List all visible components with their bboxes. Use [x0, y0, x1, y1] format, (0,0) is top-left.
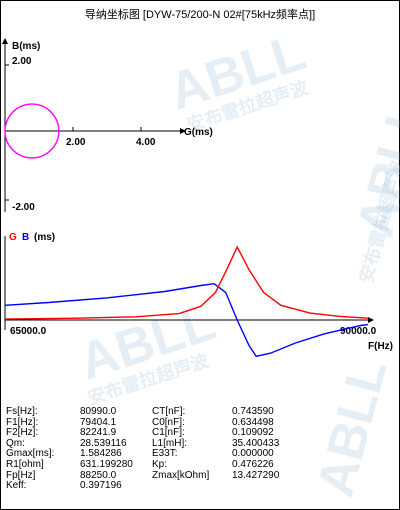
param-value: 1.584286 — [80, 448, 122, 460]
series-b-line — [4, 282, 369, 358]
param-row: Qm: 28.539116 L1[mH]: 35.400433 — [6, 437, 396, 450]
g-axis-arrow — [180, 128, 186, 134]
legend-b: B — [22, 232, 29, 243]
param-value: 88250.0 — [80, 469, 117, 481]
x-tick-label: 90000.0 — [340, 326, 377, 337]
param-label: Keff: — [6, 480, 27, 492]
admittance-circle — [4, 103, 60, 159]
admittance-chart: B(ms) G(ms) 2.00 -2.00 2.00 4.00 — [2, 38, 213, 213]
param-row: Fs[Hz]: 80990.0 CT[nF]: 0.743590 — [6, 406, 396, 418]
param-label: Zmax[kOhm] — [152, 469, 210, 481]
param-row: Keff: 0.397196 — [6, 481, 396, 492]
param-label: F2[Hz]: — [6, 427, 39, 439]
param-label: E33T: — [152, 448, 178, 460]
x-tick-label: 2.00 — [66, 137, 86, 148]
param-label: Fs[Hz]: — [6, 406, 38, 417]
param-label: R1[ohm] — [6, 458, 44, 470]
f-axis-label: F(Hz) — [368, 341, 393, 352]
param-value: 28.539116 — [80, 437, 127, 449]
param-label: F1[Hz]: — [6, 416, 39, 428]
param-row: Gmax[ms]: 1.584286 E33T: 0.000000 — [6, 449, 396, 460]
legend-g: G — [9, 232, 17, 243]
y-tick-label: -2.00 — [12, 202, 35, 213]
param-label: C0[nF]: — [152, 416, 185, 428]
param-label: Gmax[ms]: — [6, 448, 55, 460]
x-tick-label: 65000.0 — [10, 326, 47, 337]
param-value: 0.634498 — [232, 416, 274, 428]
param-value: 0.476226 — [232, 458, 274, 470]
param-row: R1[ohm] 631.199280 Kp: 0.476226 — [6, 458, 396, 471]
param-value: 35.400433 — [232, 437, 280, 449]
param-value: 0.397196 — [80, 480, 122, 492]
param-label: L1[mH]: — [152, 437, 188, 449]
parameter-table: Fs[Hz]: 80990.0 CT[nF]: 0.743590 F1[Hz]:… — [6, 406, 396, 492]
param-label: CT[nF]: — [152, 406, 186, 417]
x-tick-label: 4.00 — [136, 137, 156, 148]
f-axis-arrow — [368, 317, 374, 323]
param-label: Fp[Hz] — [6, 469, 36, 481]
param-row: Fp[Hz] 88250.0 Zmax[kOhm] 13.427290 — [6, 469, 396, 482]
param-label: C1[nF]: — [152, 427, 185, 439]
param-value: 79404.1 — [80, 416, 117, 428]
sweep-chart: G B (ms) 65000.0 90000.0 F(Hz) — [4, 232, 393, 358]
param-value: 0.743590 — [232, 406, 274, 417]
param-label: Qm: — [6, 437, 25, 449]
param-label: Kp: — [152, 458, 168, 470]
b-axis-label: B(ms) — [12, 41, 40, 52]
legend-unit: (ms) — [34, 232, 55, 243]
page-title: 导纳坐标图 [DYW-75/200-N 02#[75kHz频率点]] — [84, 9, 316, 21]
b-axis-arrow — [2, 38, 8, 44]
g-axis-label: G(ms) — [184, 127, 213, 138]
param-value: 82241.9 — [80, 427, 117, 439]
y-tick-label: 2.00 — [12, 56, 32, 67]
param-row: F2[Hz]: 82241.9 C1[nF]: 0.109092 — [6, 428, 396, 439]
series-g-line — [4, 245, 369, 320]
param-value: 0.000000 — [232, 448, 274, 460]
param-value: 80990.0 — [80, 406, 117, 417]
param-value: 13.427290 — [232, 469, 280, 481]
param-row: F1[Hz]: 79404.1 C0[nF]: 0.634498 — [6, 416, 396, 429]
param-value: 631.199280 — [80, 458, 133, 470]
param-value: 0.109092 — [232, 427, 274, 439]
